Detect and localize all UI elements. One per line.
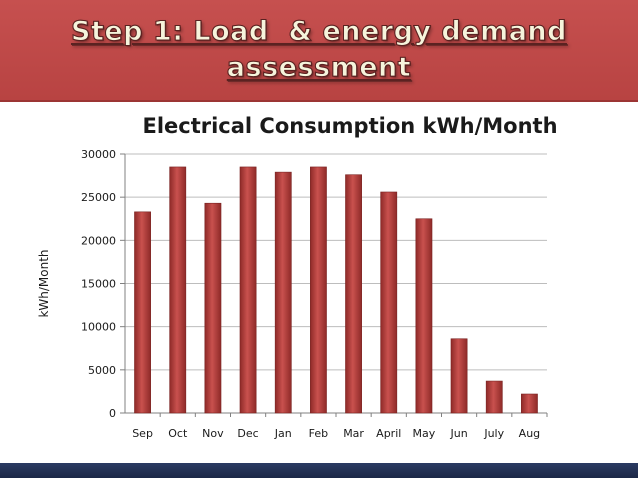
y-tick-label: 30000 — [81, 148, 116, 161]
bar-july — [485, 380, 503, 414]
y-tick-label: 15000 — [81, 278, 116, 291]
y-tick-label: 25000 — [81, 191, 116, 204]
bar-sep — [134, 211, 151, 414]
x-tick-label: April — [376, 427, 401, 440]
bar-jan — [274, 171, 292, 414]
bar-aug — [521, 393, 538, 414]
x-tick-label: Sep — [132, 427, 153, 440]
bar-nov — [204, 202, 222, 414]
x-tick-label: July — [483, 427, 504, 440]
y-axis-label: kWh/Month — [37, 249, 51, 317]
x-tick-label: Nov — [202, 427, 224, 440]
x-tick-label: May — [413, 427, 436, 440]
slide-footer-bar — [0, 463, 638, 478]
x-tick-label: Mar — [343, 427, 364, 440]
bar-jun — [450, 338, 468, 414]
bar-april — [380, 191, 398, 414]
chart-title: Electrical Consumption kWh/Month — [142, 114, 557, 138]
chart-panel: Electrical Consumption kWh/Month kWh/Mon… — [25, 104, 605, 459]
x-tick-label: Jun — [449, 427, 467, 440]
x-tick-label: Aug — [519, 427, 540, 440]
x-tick-label: Dec — [237, 427, 258, 440]
gridlines — [120, 153, 547, 414]
x-tick-label: Feb — [309, 427, 328, 440]
bar-chart: Electrical Consumption kWh/Month kWh/Mon… — [37, 114, 558, 440]
title-banner: Step 1: Load & energy demand assessment — [0, 0, 638, 102]
y-tick-label: 10000 — [81, 321, 116, 334]
bar-feb — [310, 166, 327, 414]
bars — [134, 166, 538, 414]
x-tick-label: Oct — [168, 427, 188, 440]
bar-may — [415, 218, 433, 414]
y-tick-label: 20000 — [81, 234, 116, 247]
y-tick-label: 0 — [109, 407, 116, 420]
x-tick-labels: Sep Oct Nov Dec Jan Feb Mar April May Jun July Aug — [132, 427, 540, 440]
bar-dec — [239, 166, 257, 414]
x-tick-label: Jan — [274, 427, 292, 440]
y-tick-label: 5000 — [88, 364, 116, 377]
bar-oct — [169, 166, 187, 414]
slide-title-line-2: assessment — [226, 52, 412, 84]
axes — [124, 154, 548, 417]
slide-title-line-1: Step 1: Load & energy demand — [71, 16, 567, 48]
bar-mar — [345, 174, 362, 414]
y-tick-labels: 0 5000 10000 15000 20000 25000 30000 — [81, 148, 116, 420]
